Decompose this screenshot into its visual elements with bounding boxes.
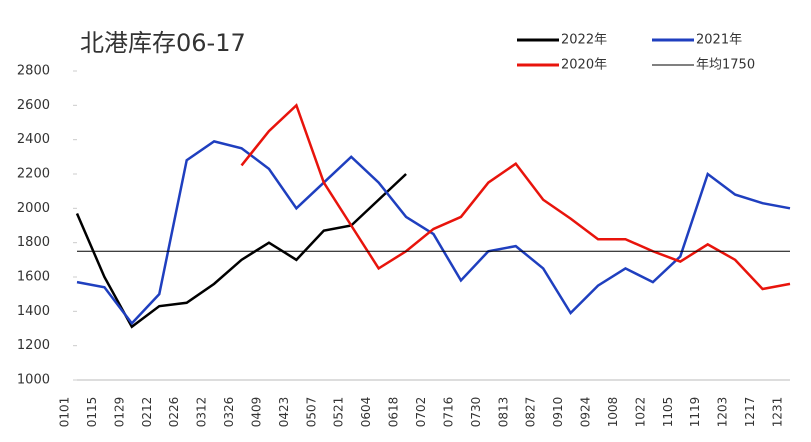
x-tick-label: 0604 <box>359 397 373 428</box>
x-tick-label: 0129 <box>112 397 126 428</box>
y-tick-label: 2200 <box>17 167 50 182</box>
series-line <box>75 173 407 329</box>
y-tick-label: 2400 <box>17 132 50 147</box>
legend-label: 年均1750 <box>696 58 755 73</box>
y-tick-label: 2000 <box>17 201 50 216</box>
series-line <box>240 103 791 291</box>
x-tick-label: 0326 <box>222 397 236 428</box>
x-tick-label: 1217 <box>743 397 757 428</box>
x-tick-label: 0409 <box>249 397 263 428</box>
legend-label: 2020年 <box>561 58 607 73</box>
y-tick-label: 1000 <box>17 373 50 388</box>
x-tick-label: 0924 <box>579 397 593 428</box>
x-tick-label: 0115 <box>85 397 99 428</box>
x-tick-label: 0212 <box>140 397 154 428</box>
x-tick-label: 1105 <box>661 397 675 428</box>
x-tick-label: 0827 <box>524 397 538 428</box>
x-tick-label: 0730 <box>469 397 483 428</box>
y-tick-label: 1200 <box>17 338 50 353</box>
x-tick-label: 1203 <box>716 397 730 428</box>
y-tick-label: 1800 <box>17 235 50 250</box>
x-tick-label: 0226 <box>167 397 181 428</box>
legend-label: 2021年 <box>696 33 742 48</box>
x-tick-label: 1022 <box>633 397 647 428</box>
y-tick-label: 2800 <box>17 64 50 79</box>
x-tick-label: 0716 <box>441 397 455 428</box>
series-line <box>76 140 791 326</box>
x-tick-label: 0423 <box>277 397 291 428</box>
y-tick-label: 2600 <box>17 98 50 113</box>
x-tick-label: 0312 <box>195 397 209 428</box>
x-tick-label: 0702 <box>414 397 428 428</box>
chart-title: 北港库存06-17 <box>80 29 246 57</box>
x-tick-label: 0507 <box>304 397 318 428</box>
legend-label: 2022年 <box>561 33 607 48</box>
x-tick-label: 1119 <box>688 397 702 428</box>
x-tick-label: 0101 <box>58 397 72 428</box>
x-tick-label: 1008 <box>606 397 620 428</box>
y-tick-label: 1400 <box>17 304 50 319</box>
x-tick-label: 0618 <box>387 397 401 428</box>
x-tick-label: 0910 <box>551 397 565 428</box>
x-tick-label: 0813 <box>496 397 510 428</box>
y-tick-label: 1600 <box>17 270 50 285</box>
x-tick-label: 0521 <box>332 397 346 428</box>
x-tick-label: 1231 <box>771 397 785 428</box>
